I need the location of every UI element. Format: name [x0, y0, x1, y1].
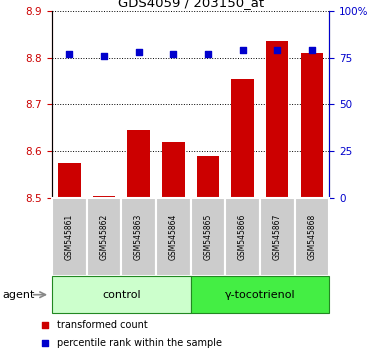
- Bar: [52, 198, 87, 276]
- Bar: [231, 79, 254, 198]
- Bar: [52, 276, 191, 313]
- Bar: [197, 156, 219, 198]
- Text: GSM545861: GSM545861: [65, 214, 74, 260]
- Title: GDS4059 / 203150_at: GDS4059 / 203150_at: [117, 0, 264, 10]
- Text: percentile rank within the sample: percentile rank within the sample: [57, 338, 222, 348]
- Text: GSM545867: GSM545867: [273, 214, 282, 261]
- Point: [136, 49, 142, 55]
- Bar: [295, 198, 329, 276]
- Bar: [156, 198, 191, 276]
- Bar: [191, 276, 329, 313]
- Bar: [266, 41, 288, 198]
- Bar: [121, 198, 156, 276]
- Text: control: control: [102, 290, 141, 300]
- Text: GSM545864: GSM545864: [169, 214, 178, 261]
- Point: [205, 51, 211, 57]
- Point: [42, 340, 49, 346]
- Text: GSM545868: GSM545868: [307, 214, 316, 260]
- Text: γ-tocotrienol: γ-tocotrienol: [224, 290, 295, 300]
- Point: [309, 47, 315, 53]
- Text: GSM545866: GSM545866: [238, 214, 247, 261]
- Point: [239, 47, 246, 53]
- Bar: [225, 198, 260, 276]
- Point: [42, 322, 49, 327]
- Point: [170, 51, 176, 57]
- Text: agent: agent: [2, 290, 34, 300]
- Bar: [127, 130, 150, 198]
- Text: GSM545862: GSM545862: [99, 214, 109, 260]
- Text: GSM545863: GSM545863: [134, 214, 143, 261]
- Point: [66, 51, 72, 57]
- Bar: [260, 198, 295, 276]
- Bar: [87, 198, 121, 276]
- Bar: [162, 142, 184, 198]
- Text: GSM545865: GSM545865: [203, 214, 213, 261]
- Bar: [191, 198, 225, 276]
- Bar: [93, 196, 115, 198]
- Bar: [301, 53, 323, 198]
- Point: [101, 53, 107, 58]
- Bar: [58, 163, 80, 198]
- Point: [274, 47, 280, 53]
- Text: transformed count: transformed count: [57, 320, 148, 330]
